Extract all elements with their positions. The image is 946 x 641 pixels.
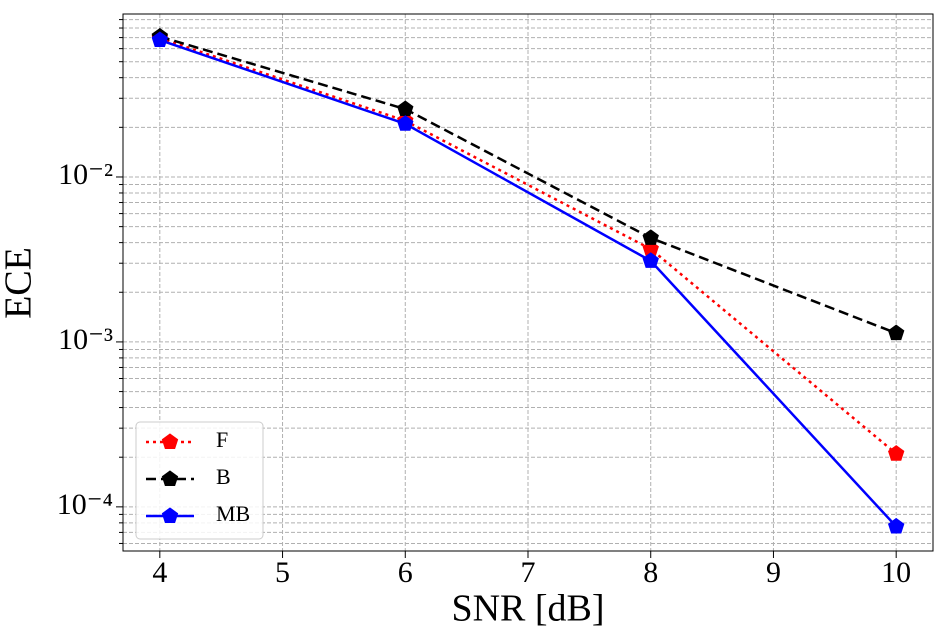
x-tick-label: 9: [766, 556, 781, 589]
series-line: [159, 38, 898, 528]
y-tick-label: 10⁻⁴: [57, 488, 113, 521]
y-tick-label: 10⁻²: [58, 158, 113, 191]
x-tick-label: 4: [152, 556, 167, 589]
marker: [887, 324, 905, 341]
series-line: [159, 35, 897, 335]
legend-label: B: [216, 464, 231, 489]
marker: [397, 115, 414, 131]
x-tick-label: 6: [398, 556, 413, 589]
legend-marker: [161, 470, 179, 486]
marker: [642, 229, 659, 245]
x-axis-label: SNR [dB]: [451, 588, 604, 630]
series-line: [159, 36, 897, 455]
marker: [397, 100, 414, 117]
legend-marker: [161, 507, 179, 523]
legend-marker: [161, 433, 179, 449]
legend-label: MB: [216, 501, 250, 526]
plot-frame: [122, 13, 934, 552]
y-tick-label: 10⁻³: [58, 323, 113, 356]
marker: [151, 31, 169, 48]
marker: [887, 517, 905, 534]
x-tick-label: 5: [275, 556, 290, 589]
x-tick-label: 8: [643, 556, 658, 589]
x-tick-label: 7: [521, 556, 536, 589]
y-axis-label: ECE: [0, 247, 40, 319]
x-tick-label: 10: [881, 556, 911, 589]
marker: [887, 445, 905, 461]
legend: FB MB: [135, 421, 264, 540]
marker: [642, 252, 659, 268]
legend-label: F: [216, 427, 228, 452]
